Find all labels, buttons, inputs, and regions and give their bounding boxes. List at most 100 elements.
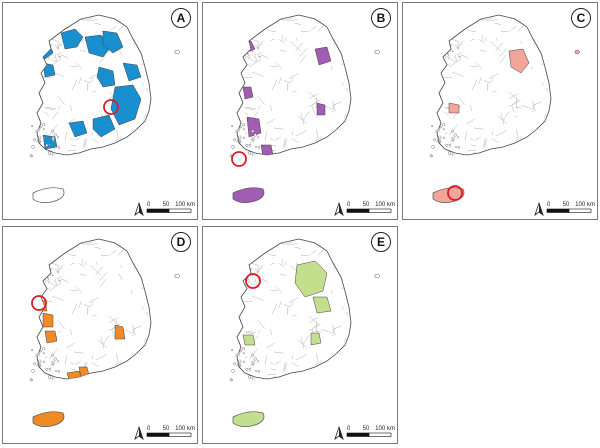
island [251,353,255,357]
district-boundary [294,22,302,25]
district-boundary [282,241,294,245]
highlight-circle [103,99,119,115]
island [442,136,445,139]
district-boundary [437,137,441,146]
district-boundary [341,257,348,268]
district-boundary [245,62,252,68]
district-boundary [542,82,545,86]
district-boundary [244,132,248,135]
district-boundary [520,41,522,44]
district-boundary [439,24,442,31]
district-boundary [449,56,451,59]
district-boundary [130,15,135,23]
district-boundary [254,278,256,281]
district-boundary [334,325,342,329]
island [257,360,260,363]
district-boundary [134,325,142,329]
korea-map: 0 50 100 km [429,14,595,217]
map-b-svg: 0 50 100 km [229,14,395,217]
district-boundary [141,33,148,44]
district-boundary [54,268,58,272]
district-boundary [494,22,502,25]
district-boundary [37,37,42,42]
panel-letter-e: E [371,232,391,252]
district-boundary [54,278,56,281]
island [42,360,45,363]
island [453,133,457,137]
scale-bar: 0 50 100 km [546,202,595,213]
district-boundary [244,331,255,335]
district-boundary [309,26,317,32]
district-boundary [303,111,310,121]
island [36,139,39,143]
district-boundary [56,46,60,48]
island [248,367,251,370]
district-boundary [72,79,78,90]
district-boundary [492,138,499,144]
island [255,370,257,372]
district-boundary [343,113,347,119]
district-boundary [57,95,66,105]
highlight-circle [31,295,47,311]
district-boundary [283,138,286,149]
highlighted-region [44,330,58,344]
district-boundary [341,33,348,44]
district-boundary [99,55,106,64]
district-boundary [316,353,319,364]
district-boundary [478,77,482,84]
jeju-island [232,187,265,203]
district-boundary [45,286,52,292]
district-boundary [545,55,548,59]
district-boundary [256,47,259,50]
island [53,357,57,361]
island [245,143,249,147]
district-boundary [51,273,53,276]
north-arrow-icon [134,201,144,217]
district-boundary [56,47,59,50]
district-boundary [69,138,74,141]
district-boundary [247,45,249,48]
district-boundary [87,19,98,22]
district-boundary [101,15,104,17]
island [233,138,237,142]
district-boundary [70,368,77,371]
district-boundary [299,55,306,64]
district-boundary [345,279,348,283]
district-boundary [274,351,284,354]
district-boundary [453,60,456,63]
korea-map: 0 50 100 km [229,14,395,217]
district-boundary [56,271,59,274]
district-boundary [258,56,261,58]
district-boundary [237,251,242,261]
district-boundary [291,302,293,306]
district-boundary [72,303,78,314]
district-boundary [48,348,58,360]
district-boundary [142,82,145,86]
island [239,349,243,353]
island [39,125,43,129]
district-boundary [276,62,283,70]
district-boundary [543,113,547,119]
island [439,125,443,129]
district-boundary [458,43,460,46]
district-boundary [256,271,259,274]
district-boundary [246,107,256,109]
district-boundary [451,58,454,62]
district-boundary [469,138,474,141]
district-boundary [92,362,99,368]
district-boundary [332,102,335,113]
district-boundary [311,99,321,106]
district-boundary [333,36,345,46]
district-boundary [51,44,53,47]
district-boundary [266,118,276,125]
district-boundary [516,129,519,140]
district-boundary [83,80,92,84]
district-boundary [330,290,333,294]
district-boundary [491,78,493,82]
district-boundary [237,272,242,282]
district-boundary [260,278,269,283]
district-boundary [83,304,92,308]
district-boundary [60,278,69,283]
district-boundary [527,147,534,152]
island [251,129,255,133]
